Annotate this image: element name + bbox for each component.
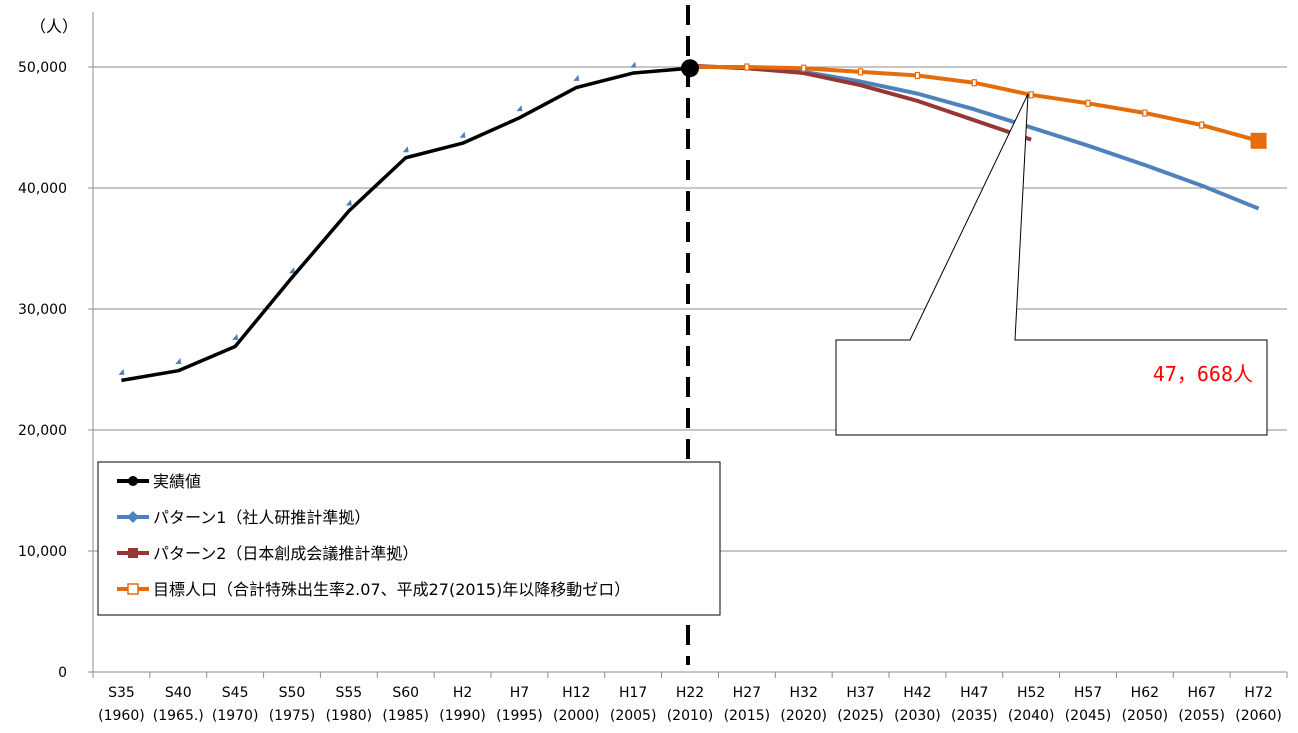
x-tick-label-era: H47: [960, 685, 988, 701]
x-tick-label-year: (2055): [1178, 708, 1225, 724]
x-tick-label-year: (2020): [780, 708, 827, 724]
x-tick-label-year: (2035): [951, 708, 998, 724]
y-axis-unit-label: （人）: [30, 17, 78, 36]
x-tick-label-era: H22: [676, 685, 704, 701]
x-tick-label-era: H37: [846, 685, 874, 701]
annotation-callout: 47，668人: [835, 93, 1268, 436]
x-tick-label-era: H67: [1188, 685, 1216, 701]
series-line: [121, 66, 691, 383]
x-tick-label-year: (2010): [667, 708, 714, 724]
x-tick-label-year: (2060): [1235, 708, 1282, 724]
x-tick-label-year: (1985): [382, 708, 429, 724]
x-tick-label-era: H52: [1017, 685, 1045, 701]
series-line: [746, 65, 1260, 211]
series-layer: [118, 59, 1267, 383]
x-tick-label-era: S60: [392, 685, 419, 701]
x-tick-label-year: (2050): [1122, 708, 1169, 724]
y-tick-label: 30,000: [18, 302, 67, 318]
series-point: [801, 64, 807, 72]
series-point: [1250, 132, 1267, 149]
series-point: [118, 368, 125, 375]
x-tick-label-year: (2045): [1065, 708, 1112, 724]
series-point: [1142, 109, 1148, 117]
x-tick-label-year: (1965.): [153, 708, 204, 724]
x-tick-label-year: (2040): [1008, 708, 1055, 724]
series-point: [1085, 99, 1091, 107]
x-tick-label-era: H42: [903, 685, 931, 701]
x-tick-label-year: (1995): [496, 708, 543, 724]
x-tick-label-era: S45: [222, 685, 249, 701]
legend-entry-2: パターン1（社人研推計準拠）: [117, 508, 370, 527]
series-point: [175, 358, 182, 365]
legend-swatch-marker: [127, 583, 139, 595]
series-point: [232, 333, 239, 340]
x-tick-label-year: (2030): [894, 708, 941, 724]
legend-label: パターン1（社人研推計準拠）: [153, 508, 370, 527]
series-point: [857, 68, 864, 76]
x-tick-label-era: H62: [1131, 685, 1159, 701]
series-4: [690, 63, 1267, 149]
y-tick-label: 10,000: [18, 544, 67, 560]
x-tick-label-era: S55: [336, 685, 363, 701]
series-point: [289, 267, 295, 274]
callout-text: 47，668人: [1153, 362, 1253, 386]
x-tick-label-era: H12: [562, 685, 590, 701]
series-line: [690, 65, 1260, 143]
x-tick-label-era: H2: [453, 685, 472, 701]
x-tick-label-year: (1970): [212, 708, 259, 724]
x-tick-label-era: H27: [733, 685, 761, 701]
series-point: [1199, 121, 1205, 129]
series-point: [914, 71, 921, 80]
legend-label: パターン2（日本創成会議推計準拠）: [153, 544, 418, 563]
series-1: [121, 59, 699, 383]
x-tick-label-era: H32: [790, 685, 818, 701]
x-tick-label-era: S40: [165, 685, 192, 701]
x-tick-label-year: (1975): [269, 708, 316, 724]
legend-label: 実績値: [153, 472, 201, 491]
x-tick-label-year: (1980): [326, 708, 373, 724]
x-tick-label-era: H72: [1244, 685, 1272, 701]
y-tick-label: 50,000: [18, 60, 67, 76]
series-point: [402, 146, 409, 153]
x-tick-label-year: (2000): [553, 708, 600, 724]
x-tick-label-year: (1990): [439, 708, 486, 724]
legend-entry-3: パターン2（日本創成会議推計準拠）: [117, 544, 418, 563]
legend-label: 目標人口（合計特殊出生率2.07、平成27(2015)年以降移動ゼロ）: [153, 580, 630, 599]
series-line: [689, 63, 1032, 142]
legend-swatch-marker: [127, 511, 139, 523]
series-point: [345, 199, 352, 206]
x-tick-label-era: H17: [619, 685, 647, 701]
x-tick-label-year: (2025): [837, 708, 884, 724]
x-tick-label-era: H57: [1074, 685, 1102, 701]
x-tick-label-year: (2015): [724, 708, 771, 724]
x-tick-label-era: S50: [279, 685, 306, 701]
legend-entry-1: 実績値: [117, 472, 201, 491]
legend-swatch-marker: [128, 476, 138, 486]
legend-box: [97, 461, 721, 616]
series-point: [573, 74, 580, 81]
legend-entry-4: 目標人口（合計特殊出生率2.07、平成27(2015)年以降移動ゼロ）: [117, 580, 630, 599]
series-3: [689, 63, 1032, 142]
series-point: [459, 131, 466, 138]
x-tick-label-year: (2005): [610, 708, 657, 724]
series-point: [630, 61, 637, 68]
y-tick-label: 20,000: [18, 423, 67, 439]
series-point: [971, 79, 977, 87]
series-point: [744, 63, 750, 71]
axes: 0 10,000 20,000 30,000 40,000 50,000 S35 (1960)…: [18, 12, 1288, 724]
series-point: [1028, 91, 1034, 99]
legend-swatch-marker: [128, 548, 138, 558]
x-tick-label-era: S35: [108, 685, 135, 701]
x-tick-label-era: H7: [510, 685, 529, 701]
x-tick-label-year: (1960): [98, 708, 145, 724]
y-tick-label: 0: [58, 665, 67, 681]
callout-box: [835, 93, 1268, 436]
series-point: [516, 105, 523, 112]
y-tick-label: 40,000: [18, 181, 67, 197]
